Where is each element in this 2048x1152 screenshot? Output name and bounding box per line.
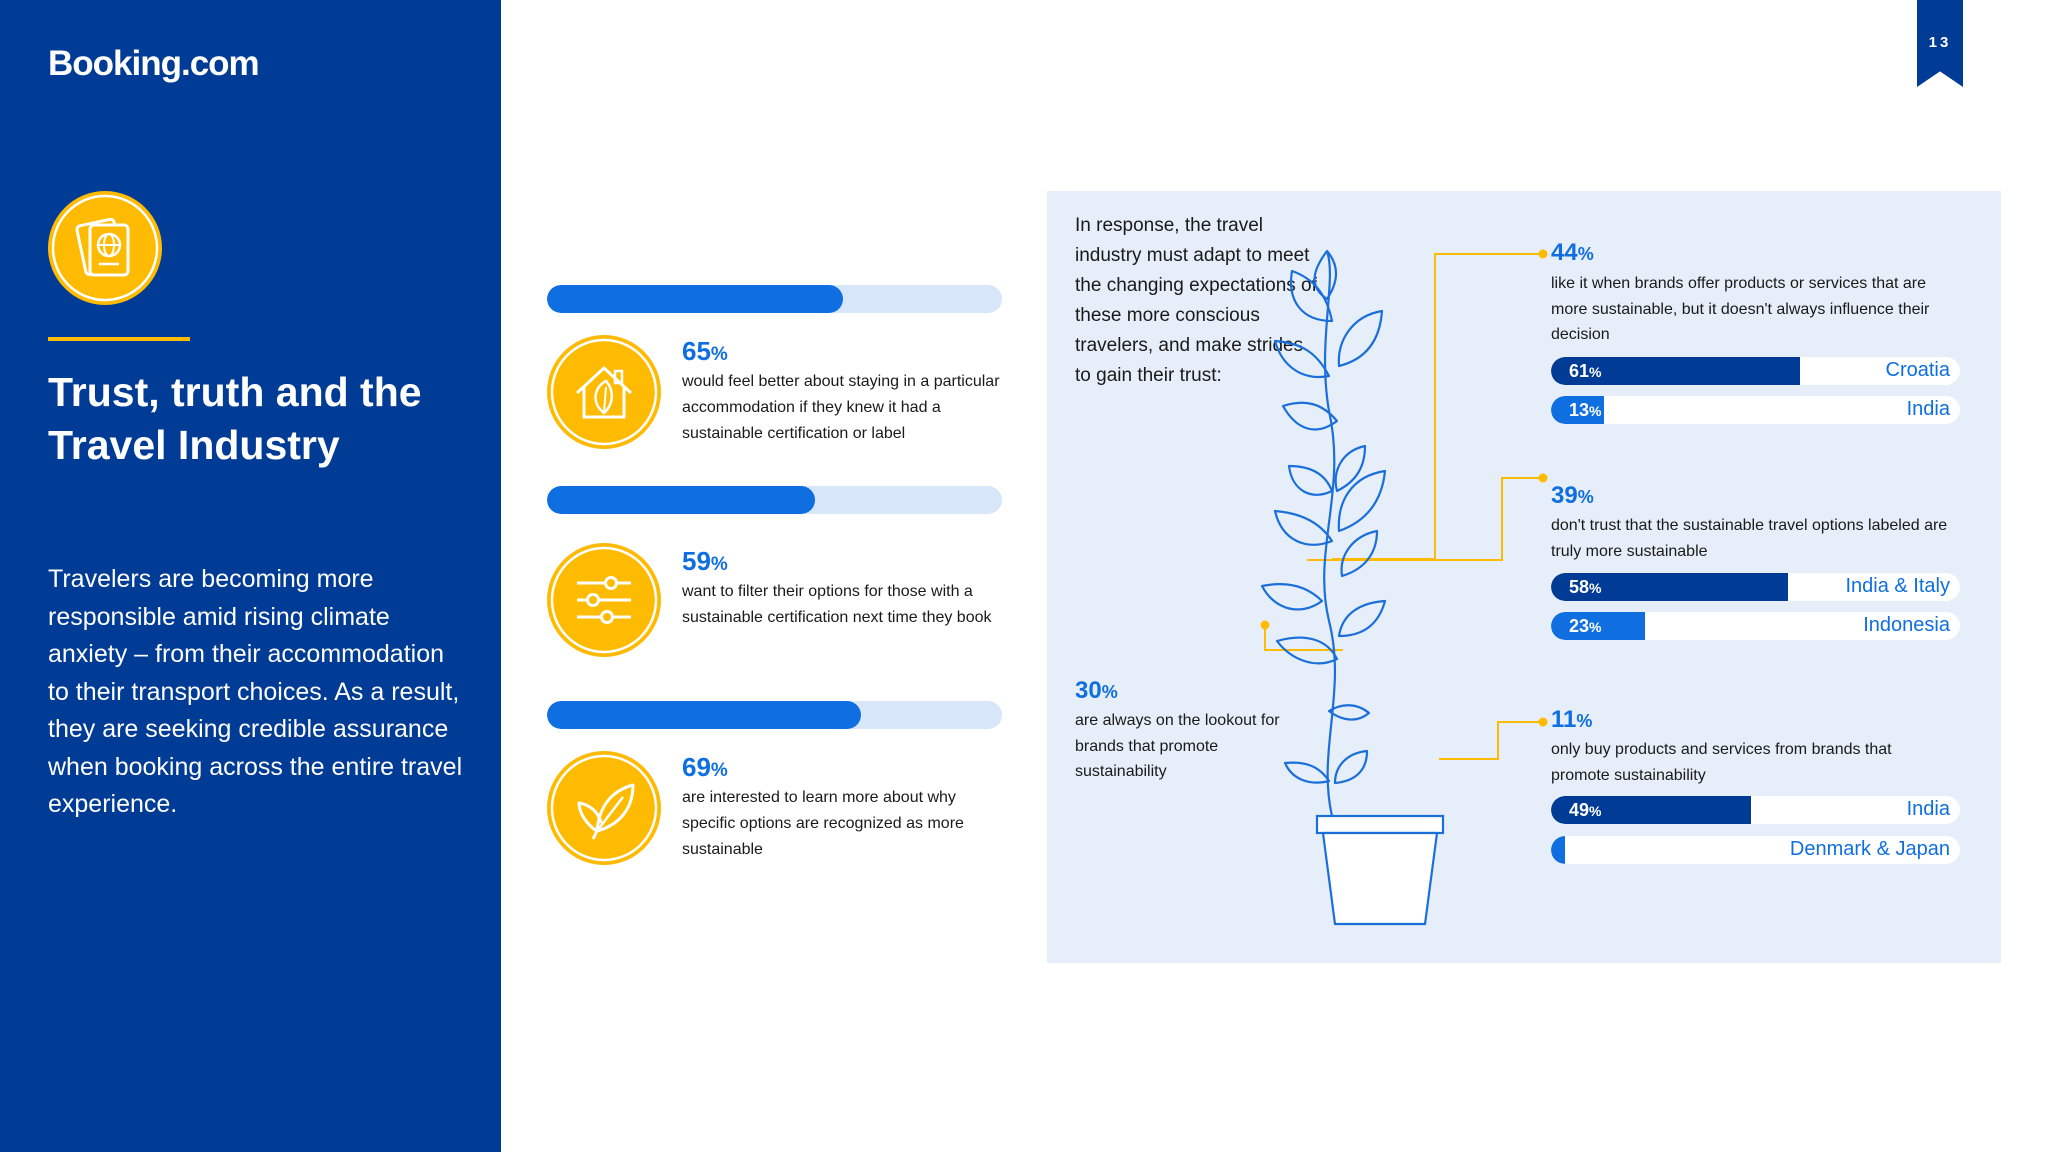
stat-progress-fill (547, 486, 816, 514)
country-bar-fill (1551, 612, 1646, 640)
callout-description: don't trust that the sustainable travel … (1551, 517, 1948, 560)
filter-sliders-icon (547, 543, 661, 657)
infographic-panel: In response, the travel industry must ad… (1047, 191, 2001, 963)
callout-percentage: 39% (1551, 482, 1594, 509)
stat-percentage: 59% (682, 546, 728, 576)
country-bar: 2% Denmark & Japan (1551, 836, 1960, 864)
country-bar: 58% India & Italy (1551, 573, 1960, 601)
stat-progress-bar (547, 285, 1002, 313)
country-percentage: 61% (1569, 361, 1602, 381)
country-bar: 23% Indonesia (1551, 612, 1960, 640)
callout-percentage: 30% (1075, 677, 1118, 704)
stat-progress-bar (547, 701, 1002, 729)
stat-progress-bar (547, 486, 1002, 514)
infographic-intro: In response, the travel industry must ad… (1075, 215, 1317, 386)
house-leaf-icon (547, 335, 661, 449)
booking-logo[interactable]: Booking.com (48, 44, 260, 83)
country-bar-fill (1551, 836, 1565, 864)
page-title: Trust, truth and the Travel Industry (48, 369, 422, 468)
left-panel: Booking.com Trust, truth and the Travel … (0, 0, 501, 1152)
country-percentage: 2% (1569, 840, 1592, 860)
page-number: 13 (1928, 34, 1952, 51)
accent-divider (48, 337, 190, 341)
stat-progress-fill (547, 701, 861, 729)
country-name: India (1906, 798, 1950, 820)
plant-illustration (1260, 249, 1548, 926)
country-percentage: 49% (1569, 800, 1602, 820)
country-name: India (1906, 398, 1950, 420)
country-bar-fill (1551, 796, 1752, 824)
stat-progress-fill (547, 285, 843, 313)
stat-description: would feel better about staying in a par… (682, 373, 1000, 442)
country-bar: 49% India (1551, 796, 1960, 824)
country-percentage: 58% (1569, 577, 1602, 597)
plant-pot (1315, 814, 1445, 926)
country-name: India & Italy (1845, 575, 1950, 597)
callout-connector-lines (1260, 249, 1548, 760)
country-bar-fill (1551, 573, 1789, 601)
callout-description: only buy products and services from bran… (1551, 741, 1892, 784)
country-name: Croatia (1885, 359, 1950, 381)
country-bar-fill (1551, 396, 1605, 424)
page-bookmark: 13 (1917, 0, 1963, 87)
plant-leaves (1260, 249, 1387, 817)
stat-percentage: 69% (682, 752, 728, 782)
country-bar: 61% Croatia (1551, 357, 1960, 385)
country-percentage: 13% (1569, 400, 1602, 420)
callout-description: like it when brands offer products or se… (1551, 275, 1930, 343)
stat-description: are interested to learn more about why s… (682, 789, 964, 858)
country-name: Denmark & Japan (1789, 838, 1950, 860)
country-percentage: 23% (1569, 616, 1602, 636)
country-bar: 13% India (1551, 396, 1960, 424)
leaf-icon (547, 751, 661, 865)
stat-percentage: 65% (682, 336, 728, 366)
callout-percentage: 44% (1551, 239, 1594, 266)
passport-icon (48, 191, 162, 305)
country-bar-fill (1551, 357, 1801, 385)
callout-percentage: 11% (1551, 706, 1593, 733)
intro-paragraph: Travelers are becoming more responsible … (48, 565, 463, 818)
country-name: Indonesia (1863, 614, 1950, 636)
callout-description: are always on the lookout for brands tha… (1075, 712, 1280, 780)
stat-description: want to filter their options for those w… (682, 583, 992, 626)
